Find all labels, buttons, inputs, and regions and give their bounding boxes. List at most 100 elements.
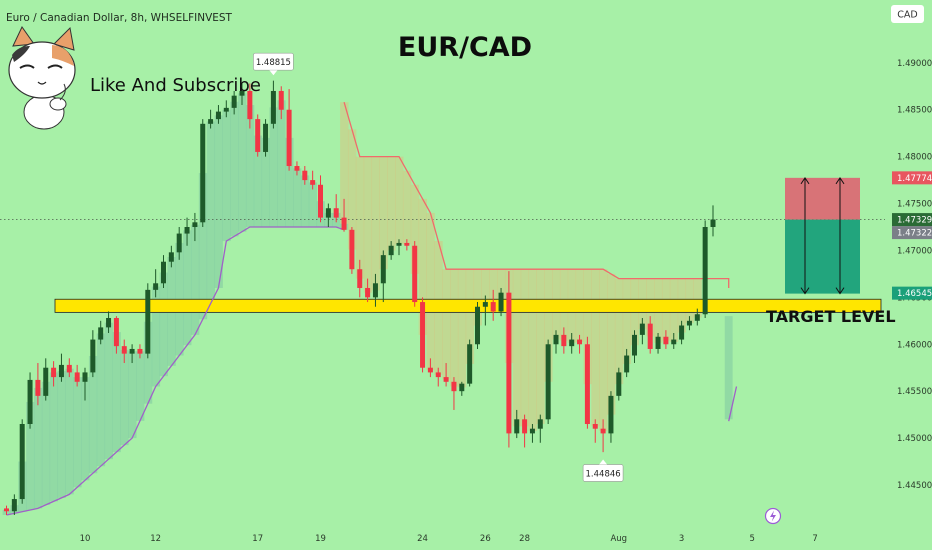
- x-tick-label: 7: [812, 534, 817, 544]
- stop-loss-zone: [785, 177, 860, 220]
- candle-body: [106, 317, 112, 328]
- lower-band-fill: [151, 286, 161, 387]
- candle-body: [357, 269, 363, 288]
- high-label-text: 1.48815: [256, 58, 291, 68]
- upper-band-fill: [693, 278, 702, 318]
- currency-label: CAD: [897, 10, 917, 21]
- candle-body: [318, 184, 323, 218]
- upper-band-fill: [395, 156, 404, 245]
- candle-body: [639, 323, 645, 335]
- candles: [4, 80, 716, 515]
- candle-body: [215, 111, 221, 120]
- candle-body: [686, 320, 692, 326]
- lower-band-fill: [269, 107, 278, 228]
- candle-body: [600, 428, 606, 434]
- upper-band-fill: [614, 278, 624, 385]
- lower-band-fill: [81, 377, 90, 481]
- candle-body: [192, 222, 198, 228]
- candle-body: [278, 90, 284, 110]
- candle-body: [663, 336, 669, 345]
- lower-band-fill: [190, 224, 200, 335]
- candle-body: [506, 292, 512, 434]
- candle-body: [451, 381, 457, 392]
- lower-band-fill: [245, 105, 255, 228]
- y-tick-label: 1.48000: [897, 153, 932, 163]
- lower-band-line: [6, 226, 345, 516]
- upper-band-fill: [457, 269, 467, 388]
- candle-body: [553, 334, 559, 345]
- target-level-rect: [54, 298, 882, 313]
- candle-body: [145, 289, 151, 354]
- upper-band-fill: [347, 129, 357, 250]
- upper-band-fill: [622, 278, 632, 364]
- upper-band-fill: [450, 269, 459, 387]
- candle-body: [255, 119, 261, 152]
- candle-body: [286, 109, 292, 167]
- upper-band-fill: [426, 212, 435, 371]
- candle-body: [168, 252, 174, 262]
- candle-body: [490, 302, 496, 312]
- lower-band-fill: [308, 182, 318, 228]
- x-tick-label: 3: [679, 534, 684, 544]
- lower-band-fill: [41, 381, 51, 505]
- candle-body: [74, 372, 80, 382]
- position-tool[interactable]: [785, 176, 860, 295]
- candle-body: [90, 339, 96, 373]
- y-tick-label: 1.46000: [897, 340, 932, 350]
- position-arrow-head-down: [835, 287, 845, 295]
- candle-body: [294, 166, 300, 171]
- time-axis: 10 12 17 19 24 26 28 Aug 3 5 7: [80, 534, 818, 544]
- candle-body: [19, 424, 25, 500]
- lower-band-tail-line: [728, 386, 738, 422]
- candle-body: [208, 119, 214, 124]
- upper-band-fill: [528, 269, 537, 432]
- position-arrow-head-up: [835, 176, 845, 185]
- lower-band-fill: [65, 368, 74, 495]
- x-tick-label: 5: [750, 534, 755, 544]
- lower-band-fill: [57, 371, 66, 498]
- price-axis: 1.49000 1.48500 1.48000 1.47500 1.47000 1.465…: [892, 59, 932, 491]
- lightning-icon[interactable]: [764, 507, 782, 525]
- candle-body: [435, 372, 441, 378]
- candle-body: [632, 334, 637, 356]
- lower-band-fill: [206, 121, 216, 304]
- currency-badge[interactable]: [891, 5, 924, 23]
- lower-band-fill: [159, 272, 168, 377]
- lower-band-fill: [104, 322, 113, 460]
- upper-band-fill: [497, 269, 506, 303]
- candle-body: [333, 208, 339, 218]
- y-tick-label: 1.44500: [897, 481, 932, 491]
- upper-band-fill: [512, 269, 522, 427]
- upper-band-fill: [481, 269, 490, 305]
- candle-body: [545, 344, 551, 420]
- cat-mascot-icon: [8, 26, 76, 130]
- lower-band-fill: [49, 372, 59, 502]
- chart-title: EUR/CAD: [398, 32, 532, 63]
- candle-body: [239, 90, 245, 96]
- candle-body: [569, 339, 575, 347]
- candle-body: [372, 283, 378, 298]
- upper-band-fill: [402, 170, 412, 245]
- candle-body: [43, 367, 49, 396]
- lower-band-fill: [261, 137, 270, 228]
- upper-band-fill: [442, 269, 451, 380]
- candle-body: [270, 90, 276, 124]
- upper-band-fill: [410, 184, 420, 274]
- y-tick-label: 1.45500: [897, 387, 932, 397]
- lower-band-fill: [230, 101, 239, 237]
- candle-body: [482, 302, 488, 307]
- candle-body: [66, 364, 72, 373]
- y-tick-label: 1.47500: [897, 200, 932, 210]
- candle-body: [153, 283, 159, 290]
- upper-band-fill: [387, 156, 396, 251]
- candle-body: [404, 242, 410, 246]
- lower-band-fill: [222, 109, 231, 242]
- candle-body: [231, 95, 237, 108]
- upper-band-fill: [371, 156, 380, 291]
- candle-body: [51, 367, 57, 378]
- candle-body: [710, 219, 716, 228]
- candle-body: [98, 327, 104, 340]
- price-labels: 1.48815 1.44846: [253, 52, 624, 482]
